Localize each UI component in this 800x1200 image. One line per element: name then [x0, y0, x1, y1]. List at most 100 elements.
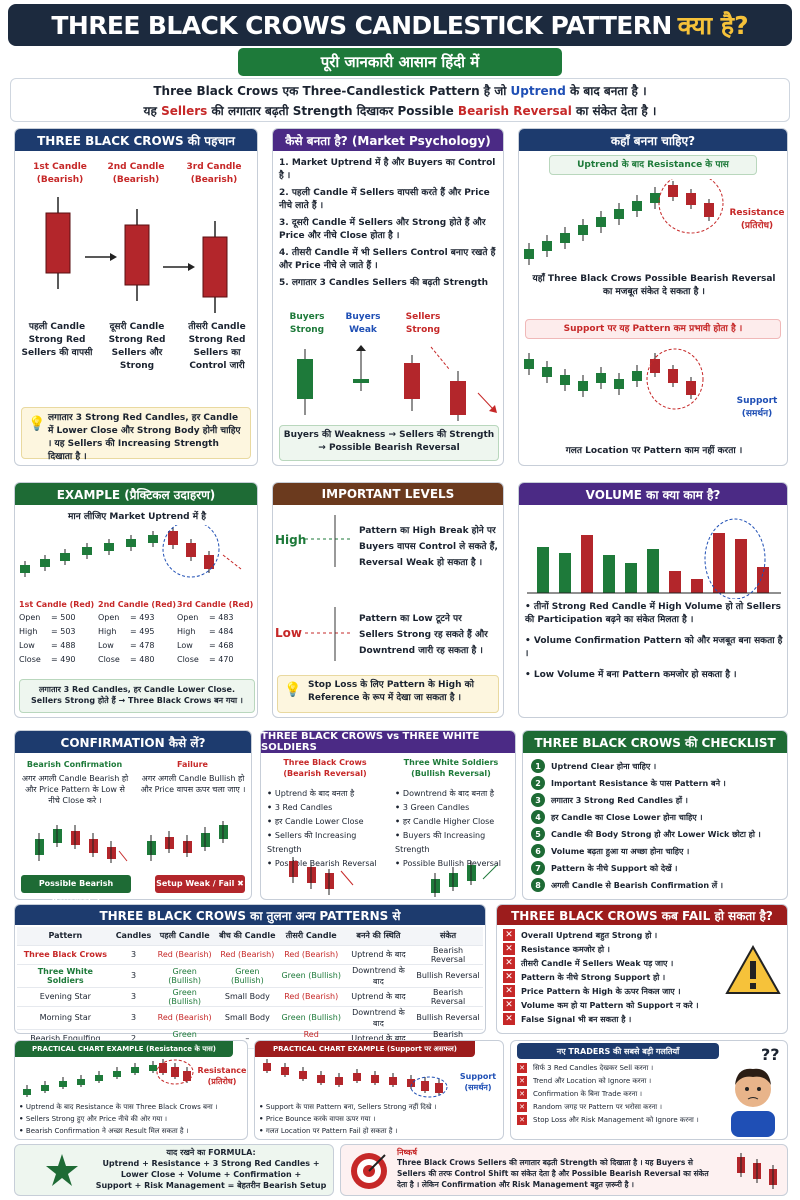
example-panel: EXAMPLE (प्रैक्टिकल उदाहरण) मान लीजिए Ma… [14, 482, 258, 718]
green-candle [20, 565, 30, 573]
fail-text: Volume कम हो या Pattern को Support न करे… [521, 1000, 699, 1010]
ohlc-value: = 478 [130, 641, 155, 650]
intro-text: का संकेत देता है । [571, 104, 657, 118]
table-cell: Bullish Reversal [413, 1006, 483, 1030]
table-cell: Green (Bullish) [153, 987, 216, 1007]
green-candle [59, 1081, 67, 1087]
vs-item: Buyers की Increasing Strength [395, 829, 515, 857]
conclusion-candles [737, 1153, 777, 1189]
table-cell: Morning Star [17, 1006, 114, 1030]
table-cell: Red (Bearish) [153, 1006, 216, 1030]
direction-arrow [222, 554, 242, 570]
candle-2-label: 2nd Candle (Bearish) [107, 162, 165, 185]
green-candle [126, 539, 136, 547]
table-cell: Evening Star [17, 987, 114, 1007]
high-label: High [275, 533, 307, 547]
star-icon [46, 1154, 78, 1186]
red-candle [159, 1063, 167, 1073]
red-candle [686, 381, 696, 395]
column-header: Pattern [17, 927, 114, 946]
checklist-panel: THREE BLACK CROWS की CHECKLIST 1 Uptrend … [522, 730, 788, 900]
practical-resistance-panel: PRACTICAL CHART EXAMPLE (Resistance के प… [14, 1040, 248, 1140]
example-col-title: 2nd Candle (Red) [98, 600, 177, 609]
failure-text: अगर अगली Candle Bullish हो और Price वापस… [140, 774, 246, 794]
table-cell: Bearish Reversal [413, 945, 483, 965]
red-candle [353, 1073, 361, 1081]
page-header: THREE BLACK CROWS CANDLESTICK PATTERN क्… [8, 4, 792, 46]
fail-item: ✕ Resistance कमजोर हो । [503, 943, 725, 955]
ohlc-key: High [177, 627, 196, 636]
mistakes-title: नए TRADERS की सबसे बड़ी गलतियाँ [517, 1043, 719, 1059]
check-number: 1 [531, 759, 545, 773]
column-header: बीच की Candle [216, 927, 279, 946]
fail-item: ✕ Price Pattern के High के ऊपर निकल जाए । [503, 985, 725, 997]
green-candle [149, 1065, 157, 1071]
mistakes-panel: नए TRADERS की सबसे बड़ी गलतियाँ ✕ सिर्फ 3… [510, 1040, 788, 1140]
page-title: THREE BLACK CROWS CANDLESTICK PATTERN [51, 10, 672, 40]
where-title: कहाँ बनना चाहिए? [519, 129, 787, 151]
psychology-candles-illustration [297, 345, 497, 421]
psychology-panel: कैसे बनता है? (Market Psychology) 1. Mar… [272, 128, 504, 466]
green-candle [596, 217, 606, 227]
checklist-text: Important Resistance के पास Pattern बने … [551, 778, 726, 788]
fail-text: Pattern के नीचे Strong Support हो । [521, 972, 666, 982]
table-cell: Uptrend के बाद [343, 987, 414, 1007]
formula-panel: याद रखने का FORMULA: Uptrend + Resistanc… [14, 1144, 334, 1196]
volume-item: तीनों Strong Red Candle में High Volume … [525, 601, 783, 627]
ohlc-key: Low [98, 641, 114, 650]
fail-item: ✕ तीसरी Candle में Sellers Weak पड़ जाए । [503, 957, 725, 969]
column-header: तीसरी Candle [278, 927, 344, 946]
formula-line: Uptrend + Resistance + 3 Strong Red Cand… [102, 1159, 320, 1168]
highlight-circle [646, 348, 704, 410]
green-candle [131, 1067, 139, 1073]
red-candle [186, 543, 196, 557]
green-candle [113, 1071, 121, 1077]
volume-bar [713, 533, 725, 593]
ohlc-key: Open [19, 613, 41, 622]
volume-bar [603, 555, 615, 593]
red-candle [668, 369, 678, 383]
example-values: 1st Candle (Red) Open = 500 High = 503 Low… [19, 599, 255, 665]
bearish-confirmation-text: अगर अगली Candle Bearish हो और Price Patt… [21, 774, 129, 805]
example-col-title: 1st Candle (Red) [19, 600, 95, 609]
formula-line: Support + Risk Management = बेहतरीन Bear… [95, 1181, 327, 1190]
vs-item: 3 Red Candles [267, 801, 393, 815]
table-row: Three Black Crows 3 Red (Bearish) Red (Bear… [17, 945, 483, 965]
fail-item: ✕ False Signal भी बन सकता है । [503, 1013, 725, 1025]
fail-list: ✕ Overall Uptrend बहुत Strong हो । ✕ Resis… [503, 929, 725, 1027]
green-candle [40, 559, 50, 567]
highlight-circle [658, 179, 724, 234]
example-col-title: 3rd Candle (Red) [177, 600, 254, 609]
checklist-text: Volume बढ़ता हुआ या अच्छा होना चाहिए । [551, 846, 690, 856]
ohlc-key: High [98, 627, 117, 636]
green-candle [524, 359, 534, 369]
psychology-item: 1. Market Uptrend में है और Buyers का Co… [279, 158, 496, 181]
practical-support-title: PRACTICAL CHART EXAMPLE (Support पर असफल… [255, 1041, 475, 1057]
failure-heading: Failure [177, 760, 208, 769]
cross-icon: ✕ [517, 1115, 527, 1125]
checklist-text: Candle की Body Strong हो और Lower Wick छ… [551, 829, 761, 839]
table-cell: 3 [113, 945, 154, 965]
volume-bar [735, 539, 747, 593]
checklist-list: 1 Uptrend Clear होना चाहिए । 2 Important R… [531, 759, 787, 895]
compare-panel: THREE BLACK CROWS का तुलना अन्य PATTERNS… [14, 904, 486, 1049]
ohlc-value: = 470 [209, 655, 234, 664]
practical-resistance-title: PRACTICAL CHART EXAMPLE (Resistance के प… [15, 1041, 233, 1057]
table-cell: Green (Bullish) [278, 964, 344, 988]
bulb-icon: 💡 [28, 416, 46, 432]
vs-panel: THREE BLACK CROWS vs THREE WHITE SOLDIER… [260, 730, 516, 900]
ohlc-value: = 488 [51, 641, 76, 650]
sellers-strong-label: Sellers Strong [405, 312, 441, 335]
volume-panel: VOLUME का क्या काम है? तीनों Strong Red … [518, 482, 788, 718]
checklist-title: THREE BLACK CROWS की CHECKLIST [523, 731, 787, 753]
red-candle [407, 1079, 415, 1087]
checklist-text: अगली Candle से Bearish Confirmation लें … [551, 880, 724, 890]
setup-weak-badge: Setup Weak / Fail ✖ [155, 875, 245, 893]
fail-text: तीसरी Candle में Sellers Weak पड़ जाए । [521, 958, 674, 968]
mistake-text: Stop Loss और Risk Management को Ignore क… [533, 1115, 699, 1124]
table-cell: Green (Bullish) [278, 1006, 344, 1030]
example-note: लगातार 3 Red Candles, हर Candle Lower Cl… [19, 679, 255, 713]
ohlc-key: Close [177, 655, 199, 664]
cross-icon: ✕ [517, 1076, 527, 1086]
highlight-circle [156, 1059, 194, 1085]
